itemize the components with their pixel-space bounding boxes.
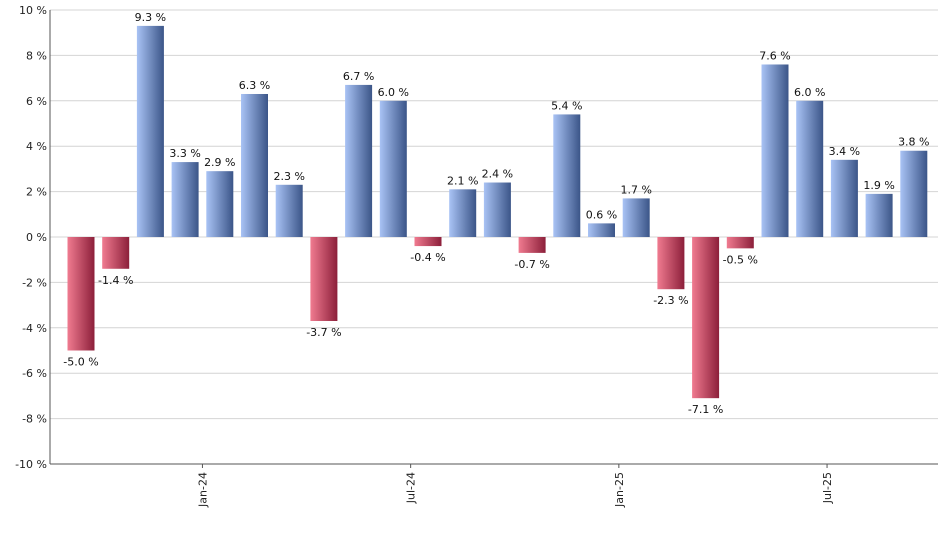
bar-value-label: 5.4 % xyxy=(551,99,582,112)
bar-value-label: 0.6 % xyxy=(586,208,617,221)
y-tick-label: 10 % xyxy=(19,4,47,17)
bar-negative xyxy=(692,237,720,399)
bar-value-label: -0.7 % xyxy=(514,258,549,271)
bar-positive xyxy=(449,189,477,237)
bar-value-label: -7.1 % xyxy=(688,403,723,416)
x-tick-label: Jan-24 xyxy=(196,472,209,508)
data-labels: -5.0 % -1.4 % 9.3 % 3.3 % 2.9 % 6.3 % 2.3 % -3.… xyxy=(63,11,929,416)
bar-value-label: -0.5 % xyxy=(723,253,758,266)
bar-negative xyxy=(657,237,685,290)
y-tick-label: 6 % xyxy=(26,95,47,108)
bar-positive xyxy=(345,84,373,237)
bar-value-label: 2.1 % xyxy=(447,174,478,187)
bar-negative xyxy=(67,237,95,351)
y-tick-label: -4 % xyxy=(22,322,47,335)
y-tick-label: -10 % xyxy=(15,458,47,471)
bar-value-label: 1.9 % xyxy=(863,179,894,192)
bar-positive xyxy=(622,198,650,237)
y-tick-label: 0 % xyxy=(26,231,47,244)
bar-value-label: 2.4 % xyxy=(482,168,513,181)
y-tick-label: 4 % xyxy=(26,140,47,153)
x-tick-label: Jan-25 xyxy=(613,472,626,508)
bar-positive xyxy=(275,184,303,237)
axes xyxy=(49,10,938,465)
x-axis-ticks: Jan-24 Jul-24 Jan-25 Jul-25 xyxy=(196,464,834,508)
bar-value-label: -1.4 % xyxy=(98,274,133,287)
bar-negative xyxy=(414,237,442,247)
bar-negative xyxy=(726,237,754,249)
bar-value-label: 2.9 % xyxy=(204,156,235,169)
y-tick-label: 2 % xyxy=(26,186,47,199)
bar-positive xyxy=(171,162,199,237)
bar-value-label: 6.3 % xyxy=(239,79,270,92)
bar-value-label: -5.0 % xyxy=(63,356,98,369)
bar-value-label: 6.0 % xyxy=(378,86,409,99)
bar-negative xyxy=(102,237,130,269)
bar-positive xyxy=(553,114,581,237)
bar-positive xyxy=(830,159,858,237)
bar-value-label: 3.3 % xyxy=(169,147,200,160)
y-tick-label: -8 % xyxy=(22,413,47,426)
x-tick-label: Jul-25 xyxy=(821,472,834,504)
bar-positive xyxy=(761,64,789,237)
bar-negative xyxy=(518,237,546,253)
bar-value-label: 6.7 % xyxy=(343,70,374,83)
bar-positive xyxy=(588,223,615,237)
y-axis-ticks: 10 % 8 % 6 % 4 % 2 % 0 % -2 % -4 % -6 % -8 % -10 % xyxy=(15,4,47,471)
bars xyxy=(67,25,928,399)
bar-value-label: -3.7 % xyxy=(306,326,341,339)
bar-value-label: 3.8 % xyxy=(898,136,929,149)
bar-value-label: 7.6 % xyxy=(759,49,790,62)
bar-value-label: 2.3 % xyxy=(273,170,304,183)
bar-value-label: -2.3 % xyxy=(653,294,688,307)
bar-value-label: 3.4 % xyxy=(829,145,860,158)
bar-positive xyxy=(900,150,928,237)
bar-value-label: 1.7 % xyxy=(620,183,651,196)
bar-value-label: -0.4 % xyxy=(410,251,445,264)
bar-positive xyxy=(483,182,511,237)
y-tick-label: -2 % xyxy=(22,276,47,289)
bar-negative xyxy=(310,237,338,321)
bar-positive xyxy=(379,100,407,237)
y-tick-label: -6 % xyxy=(22,367,47,380)
bar-positive xyxy=(136,25,164,237)
bar-value-label: 6.0 % xyxy=(794,86,825,99)
y-tick-label: 8 % xyxy=(26,49,47,62)
bar-positive xyxy=(241,93,268,238)
x-tick-label: Jul-24 xyxy=(405,472,418,504)
bar-positive xyxy=(206,171,234,237)
bar-positive xyxy=(865,193,893,237)
bar-positive xyxy=(796,100,824,237)
bar-value-label: 9.3 % xyxy=(135,11,166,24)
